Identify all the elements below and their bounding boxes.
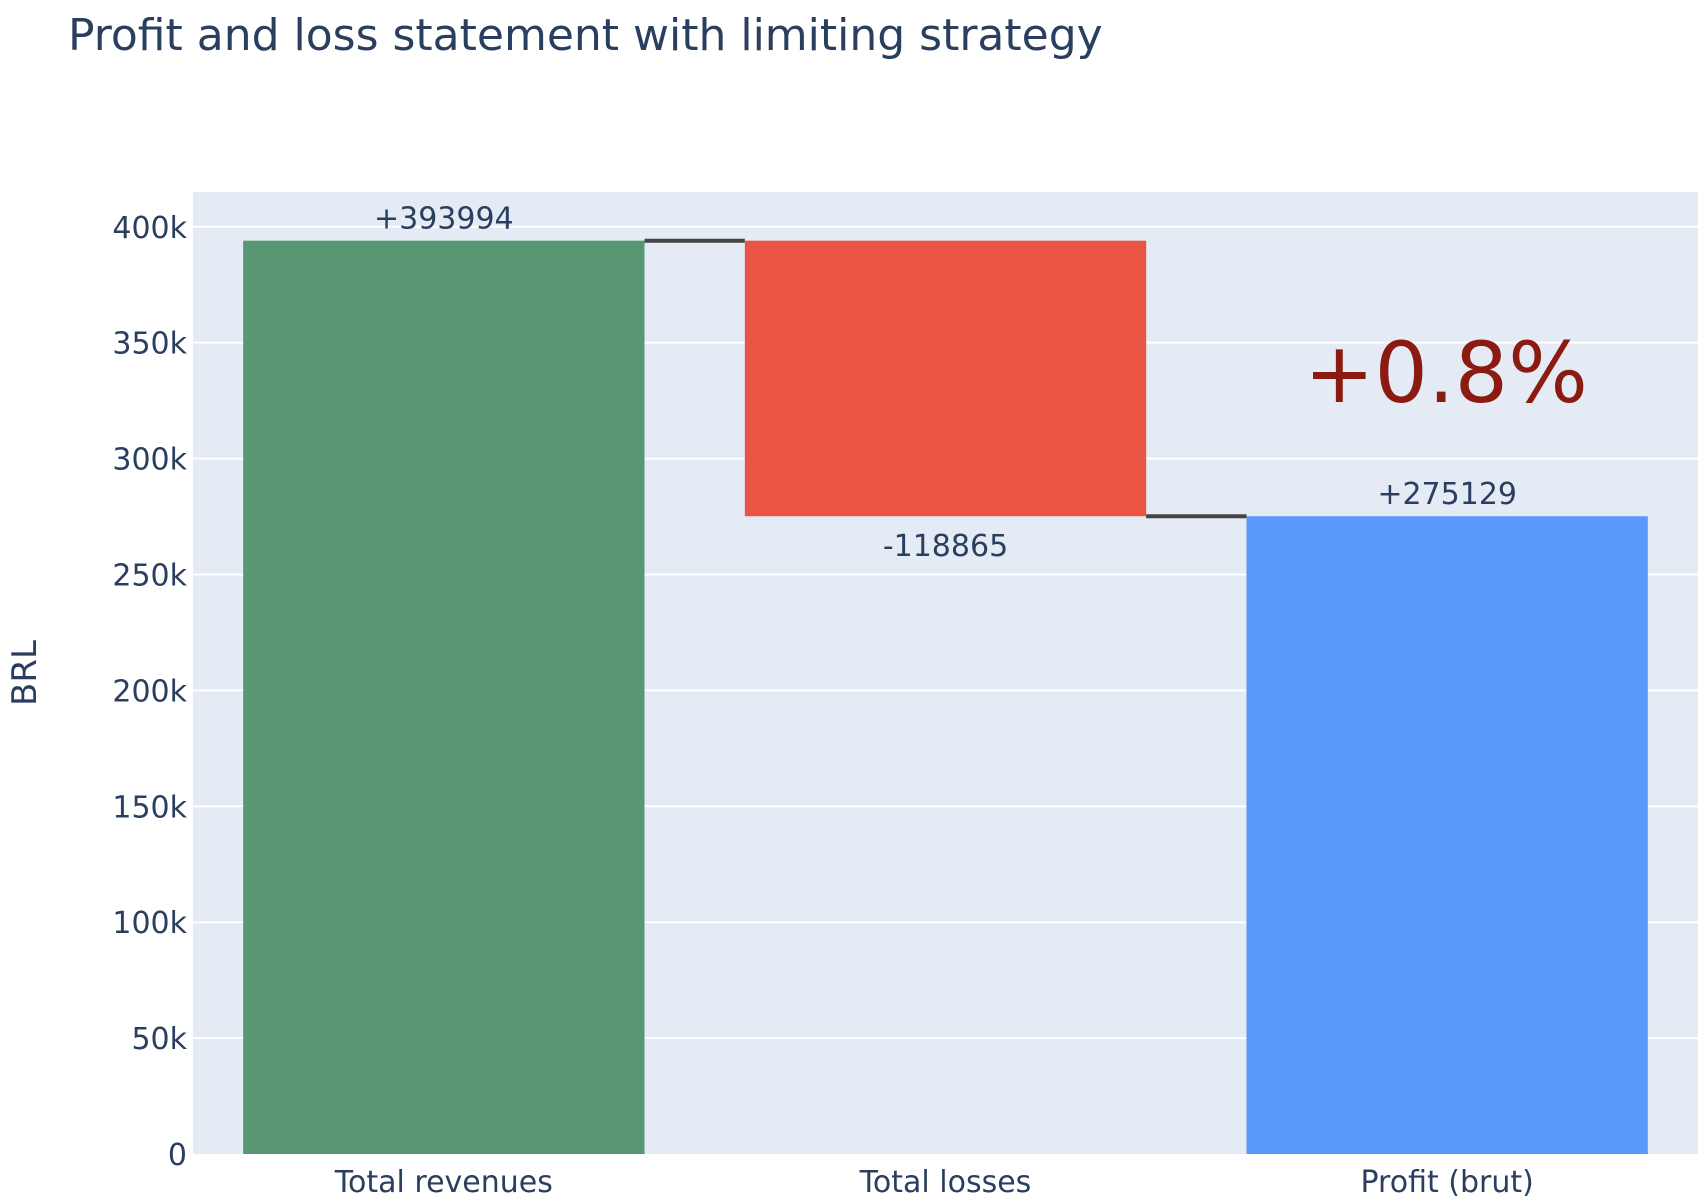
y-tick-label: 150k <box>112 790 187 825</box>
x-tick-label: Total losses <box>859 1165 1032 1200</box>
y-tick-label: 250k <box>112 558 187 593</box>
data-label: +275129 <box>1377 477 1517 512</box>
chart-title: Profit and loss statement with limiting … <box>68 10 1103 61</box>
bar <box>243 240 645 1154</box>
y-tick-label: 350k <box>112 327 187 362</box>
data-label: +393994 <box>374 202 514 237</box>
y-axis-ticks: 0 50k 100k 150k 200k 250k 300k 350k 400k <box>112 211 187 1173</box>
y-axis-title: BRL <box>5 640 45 706</box>
x-tick-label: Profit (brut) <box>1360 1165 1533 1200</box>
y-tick-label: 0 <box>168 1138 187 1173</box>
y-tick-label: 400k <box>112 211 187 246</box>
x-tick-label: Total revenues <box>334 1165 553 1200</box>
percent-annotation: +0.8% <box>1304 324 1588 422</box>
bars <box>243 240 1648 1154</box>
y-tick-label: 50k <box>131 1022 187 1057</box>
y-tick-label: 300k <box>112 443 187 478</box>
data-labels: +393994 -118865 +275129 <box>374 202 1517 565</box>
x-axis-ticks: Total revenues Total losses Profit (brut) <box>334 1165 1534 1200</box>
y-tick-label: 200k <box>112 674 187 709</box>
connectors <box>644 238 1247 519</box>
y-tick-label: 100k <box>112 906 187 941</box>
bar <box>1246 516 1648 1154</box>
data-label: -118865 <box>883 529 1008 564</box>
bar <box>744 240 1147 517</box>
